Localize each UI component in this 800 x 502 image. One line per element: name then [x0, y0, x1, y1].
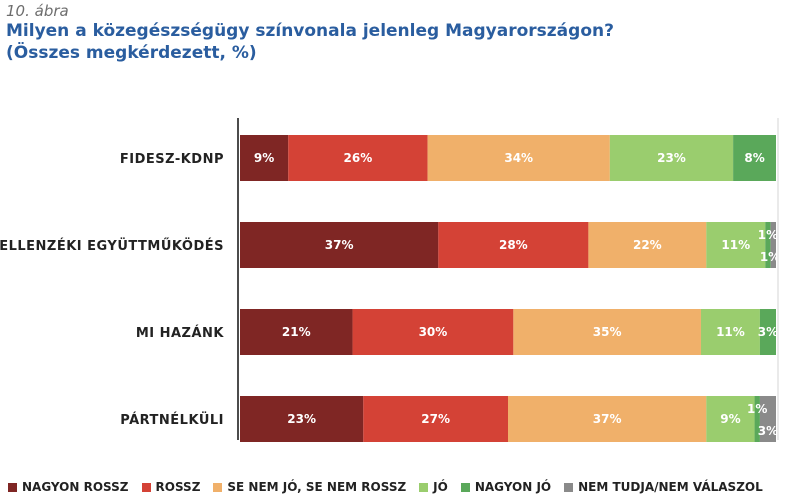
bar-segment — [706, 222, 766, 268]
bar-segment — [588, 222, 707, 268]
category-labels: FIDESZ-KDNP ELLENZÉKI EGYÜTTMŰKÖDÉS MI HAZ… — [0, 152, 224, 428]
bar-value-label: 3% — [758, 325, 778, 339]
bar-segment — [438, 222, 589, 268]
chart-title-line1: Milyen a közegészségügy színvonala jelen… — [6, 21, 614, 41]
bar-value-label: 11% — [721, 238, 750, 252]
bar-segment — [352, 309, 514, 355]
bar-segment — [513, 309, 701, 355]
legend-item: JÓ — [419, 480, 448, 494]
bar-segment — [759, 396, 776, 442]
bar-value-label: 23% — [287, 412, 316, 426]
stacked-bar-chart: FIDESZ-KDNP ELLENZÉKI EGYÜTTMŰKÖDÉS MI HAZ… — [0, 118, 780, 442]
bar-value-label: 30% — [419, 325, 448, 339]
legend-item: NAGYON ROSSZ — [8, 480, 129, 494]
legend-item: NEM TUDJA/NEM VÁLASZOL — [564, 480, 763, 494]
bar-value-label: 1% — [747, 402, 767, 416]
bar-segment — [240, 309, 353, 355]
bar-value-label: 22% — [633, 238, 662, 252]
bar-segment — [609, 135, 734, 181]
bar-segment — [700, 309, 760, 355]
bar-segment — [240, 135, 289, 181]
bar-value-label: 8% — [744, 151, 764, 165]
category-label: MI HAZÁNK — [136, 325, 225, 341]
bar-segment — [706, 396, 755, 442]
legend-swatch — [460, 482, 470, 492]
bar-segment — [240, 396, 364, 442]
legend-label: JÓ — [433, 480, 448, 494]
bar-segment — [770, 222, 776, 268]
bar-segment — [508, 396, 707, 442]
category-label: ELLENZÉKI EGYÜTTMŰKÖDÉS — [0, 238, 224, 254]
bar-value-label: 11% — [716, 325, 745, 339]
bar-value-label: 1% — [760, 250, 780, 264]
bar-value-label: 34% — [504, 151, 533, 165]
bar-value-label: 27% — [421, 412, 450, 426]
value-labels: 9% 26% 34% 23% 8% 37% 28% 22% 11% 1% 1% 21% 30% 35% 11… — [254, 151, 780, 438]
bar-segment — [759, 309, 776, 355]
bar-value-label: 35% — [593, 325, 622, 339]
chart-title: Milyen a közegészségügy színvonala jelen… — [6, 20, 786, 64]
legend-swatch — [419, 482, 429, 492]
legend-label: ROSSZ — [155, 480, 201, 494]
bar-segments — [240, 135, 776, 442]
legend-swatch — [213, 482, 223, 492]
bar-value-label: 28% — [499, 238, 528, 252]
legend-swatch — [8, 482, 17, 492]
bar-value-label: 21% — [282, 325, 311, 339]
chart-title-line2: (Összes megkérdezett, %) — [6, 43, 257, 63]
bar-segment — [754, 396, 760, 442]
category-label: PÁRTNÉLKÜLI — [120, 412, 224, 428]
legend-swatch — [141, 482, 151, 492]
bar-value-label: 1% — [758, 228, 778, 242]
bar-segment — [363, 396, 508, 442]
bar-segment — [765, 222, 771, 268]
legend-label: NAGYON ROSSZ — [22, 480, 129, 494]
bar-segment — [733, 135, 776, 181]
bar-value-label: 9% — [720, 412, 740, 426]
legend-label: SE NEM JÓ, SE NEM ROSSZ — [227, 480, 407, 494]
legend-item: SE NEM JÓ, SE NEM ROSSZ — [213, 480, 406, 494]
bar-segment — [427, 135, 610, 181]
bar-value-label: 23% — [657, 151, 686, 165]
bar-value-label: 37% — [593, 412, 622, 426]
bar-value-label: 9% — [254, 151, 274, 165]
legend: NAGYON ROSSZ ROSSZ SE NEM JÓ, SE NEM ROSSZ… — [8, 480, 798, 494]
legend-swatch — [564, 482, 574, 492]
legend-label: NEM TUDJA/NEM VÁLASZOL — [578, 480, 763, 494]
legend-label: NAGYON JÓ — [474, 480, 552, 494]
bar-value-label: 37% — [325, 238, 354, 252]
legend-item: ROSSZ — [141, 480, 201, 494]
legend-item: NAGYON JÓ — [460, 480, 552, 494]
bar-segment — [288, 135, 428, 181]
figure-label: 10. ábra — [6, 2, 69, 20]
bar-value-label: 3% — [758, 424, 778, 438]
category-label: FIDESZ-KDNP — [120, 152, 224, 167]
bar-value-label: 26% — [344, 151, 373, 165]
bar-segment — [240, 222, 439, 268]
